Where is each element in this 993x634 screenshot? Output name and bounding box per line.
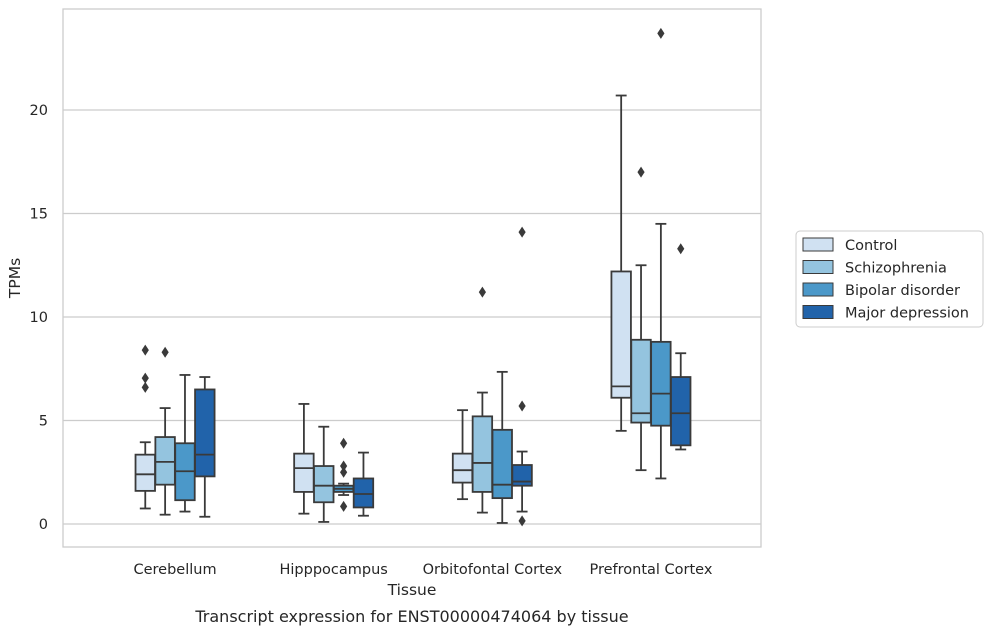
box-iqr [194, 388, 216, 478]
box-control [451, 409, 474, 501]
y-axis-title: TPMs [6, 258, 24, 299]
legend-label: Major depression [845, 306, 969, 322]
outlier-point [141, 372, 149, 384]
chart-caption: Transcript expression for ENST0000047406… [194, 607, 628, 626]
box-schizophrenia [154, 346, 176, 516]
box-iqr [293, 452, 315, 493]
box-iqr [154, 436, 176, 486]
box-major-depression [670, 243, 692, 451]
legend: Control Schizophrenia Bipolar disorder Majo… [795, 230, 984, 328]
box-iqr [610, 270, 632, 399]
legend-swatch [802, 260, 834, 274]
box-iqr [352, 477, 375, 509]
legend-swatch [802, 305, 834, 319]
legend-frame [795, 230, 984, 328]
box-iqr [650, 340, 672, 427]
y-tick-label: 0 [39, 517, 48, 533]
x-tick-label: Hipppocampus [280, 562, 388, 578]
box-iqr [630, 338, 652, 424]
box-iqr [451, 452, 474, 484]
box-bipolar-disorder [174, 374, 196, 513]
outlier-point [677, 243, 685, 255]
box-major-depression [511, 226, 533, 527]
x-tick-label: Prefrontal Cortex [589, 562, 712, 578]
plot-area-frame [62, 8, 762, 548]
outlier-point [518, 226, 526, 238]
legend-label: Bipolar disorder [845, 283, 960, 299]
box-schizophrenia [313, 425, 335, 523]
x-tick-label: Cerebellum [133, 562, 216, 578]
y-tick-label: 20 [30, 103, 48, 119]
box-iqr [511, 464, 533, 487]
outlier-point [141, 344, 149, 356]
legend-label: Control [845, 238, 897, 254]
x-axis-ticks: Cerebellum Hipppocampus Orbitofontal Corte… [133, 562, 712, 578]
box-bipolar-disorder [491, 370, 513, 524]
box-iqr [313, 465, 335, 504]
legend-swatch [802, 237, 834, 252]
box-iqr [134, 453, 156, 492]
outlier-point [478, 286, 486, 298]
outlier-point [340, 460, 348, 472]
box-control [610, 94, 632, 432]
box-schizophrenia [630, 166, 652, 472]
outlier-point [657, 27, 665, 39]
y-axis-ticks: 0 5 10 15 20 [30, 103, 48, 533]
legend-swatch [802, 282, 834, 297]
box-iqr [670, 376, 692, 447]
legend-label: Schizophrenia [845, 261, 947, 277]
outlier-point [518, 400, 526, 412]
outlier-point [340, 437, 348, 449]
outlier-point [637, 166, 645, 178]
x-tick-label: Orbitofontal Cortex [423, 562, 563, 578]
outlier-point [161, 346, 169, 358]
box-major-depression [352, 451, 375, 517]
box-bipolar-disorder [332, 437, 355, 512]
outlier-point [340, 500, 348, 512]
box-iqr [471, 415, 494, 493]
box-major-depression [194, 376, 216, 518]
y-gridlines [63, 109, 761, 525]
y-tick-label: 15 [30, 207, 48, 223]
box-bipolar-disorder [650, 27, 672, 480]
outlier-point [141, 381, 149, 393]
y-tick-label: 10 [30, 310, 48, 326]
y-tick-label: 5 [39, 414, 48, 430]
box-iqr [491, 428, 513, 500]
outlier-point [340, 466, 348, 478]
box-control [134, 344, 156, 510]
outlier-point [518, 515, 526, 527]
x-axis-title: Tissue [387, 581, 437, 599]
box-control [293, 403, 315, 515]
box-series [134, 27, 692, 527]
